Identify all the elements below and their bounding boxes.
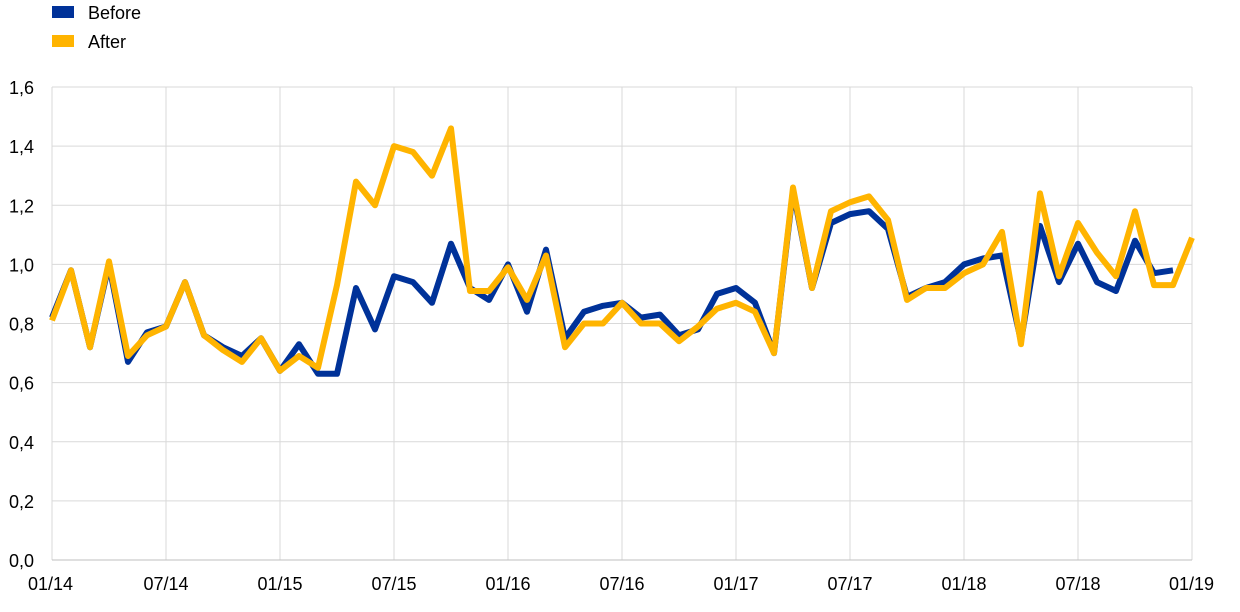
y-tick-label: 1,2: [9, 196, 34, 216]
legend: Before After: [52, 3, 141, 52]
x-tick-label: 01/19: [1169, 574, 1214, 594]
legend-item-before: Before: [52, 3, 141, 23]
x-tick-label: 07/14: [143, 574, 188, 594]
y-tick-label: 0,8: [9, 315, 34, 335]
x-tick-label: 07/17: [827, 574, 872, 594]
x-tick-label: 01/17: [713, 574, 758, 594]
y-tick-label: 1,0: [9, 255, 34, 275]
x-tick-label: 01/16: [485, 574, 530, 594]
x-tick-label: 01/14: [28, 574, 73, 594]
x-tick-label: 07/16: [599, 574, 644, 594]
y-tick-label: 1,6: [9, 78, 34, 98]
y-tick-label: 1,4: [9, 137, 34, 157]
axes: 0,0 0,2 0,4 0,6 0,8 1,0 1,2 1,4 1,6 01/14 07/14 01/…: [9, 78, 1214, 594]
legend-swatch-before: [52, 6, 74, 18]
x-tick-label: 01/18: [941, 574, 986, 594]
y-tick-label: 0,6: [9, 374, 34, 394]
x-tick-label: 07/18: [1055, 574, 1100, 594]
legend-label-after: After: [88, 32, 126, 52]
gridlines: [51, 86, 1193, 561]
y-tick-label: 0,4: [9, 433, 34, 453]
legend-label-before: Before: [88, 3, 141, 23]
legend-item-after: After: [52, 32, 126, 52]
legend-swatch-after: [52, 35, 74, 47]
x-tick-label: 07/15: [371, 574, 416, 594]
y-tick-label: 0,2: [9, 492, 34, 512]
series-group: [49, 125, 1195, 377]
y-tick-label: 0,0: [9, 551, 34, 571]
series-line-after: [49, 125, 1195, 374]
x-tick-label: 01/15: [257, 574, 302, 594]
